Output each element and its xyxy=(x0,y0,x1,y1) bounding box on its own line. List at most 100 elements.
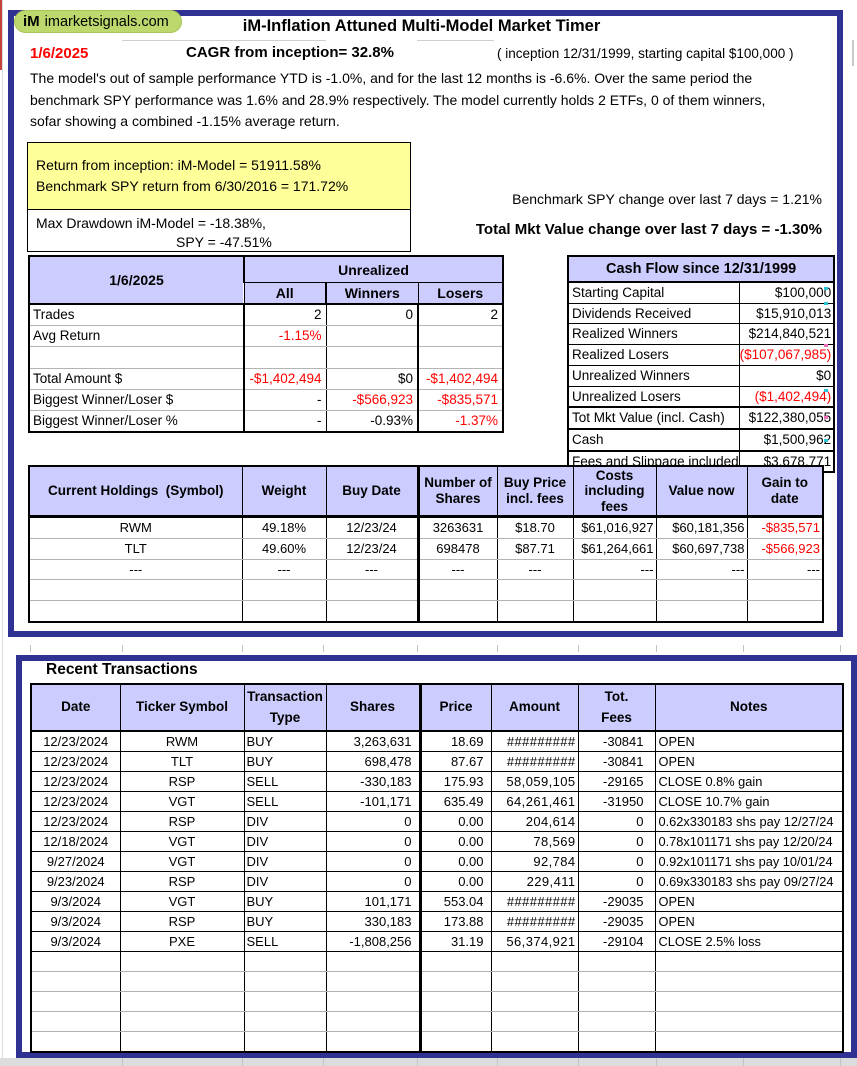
cell xyxy=(418,1031,491,1052)
cell: 9/23/2024 xyxy=(30,871,120,892)
cell: 0.00 xyxy=(418,871,491,892)
cell xyxy=(325,579,418,602)
cell: 9/3/2024 xyxy=(30,891,120,912)
cell: Trades xyxy=(28,304,244,327)
cell: RSP xyxy=(119,871,244,892)
cell xyxy=(416,579,497,602)
site-logo[interactable]: iM imarketsignals.com xyxy=(14,10,182,33)
transactions-title: Recent Transactions xyxy=(46,661,198,678)
header-cell: All xyxy=(243,282,327,305)
cell: $60,697,738 xyxy=(655,538,747,560)
cell: SELL xyxy=(243,791,326,812)
gridline-tick xyxy=(417,1058,418,1066)
model-return-line: Return from inception: iM-Model = 51911.… xyxy=(36,157,321,173)
cell: 3,263,631 xyxy=(325,731,420,752)
cagr-summary: CAGR from inception= 32.8% xyxy=(186,44,394,61)
cell xyxy=(746,600,823,622)
cell xyxy=(30,1011,120,1032)
cell: -101,171 xyxy=(325,791,420,812)
header-cell: Buy Price incl. fees xyxy=(496,466,573,518)
table-row: 9/23/2024 RSP DIV 0 0.00 229,411 0 0.69x330183 … xyxy=(30,871,843,892)
table-row: 12/23/2024 RWM BUY 3,263,631 18.69 ######### -… xyxy=(30,731,843,752)
cell: ######### xyxy=(490,751,578,772)
cell-edge-mark xyxy=(824,439,828,442)
cell: 698478 xyxy=(416,538,497,560)
cell xyxy=(654,1031,843,1052)
table-row xyxy=(30,1011,843,1032)
bottom-gridline-strip xyxy=(0,1058,857,1066)
gridline-tick xyxy=(840,1058,841,1066)
cell: 9/27/2024 xyxy=(30,851,120,872)
header-cell: Weight xyxy=(241,466,326,518)
table-row: 9/3/2024 RSP BUY 330,183 173.88 ######### -290… xyxy=(30,911,843,932)
holdings-table-body: RWM 49.18% 12/23/24 3263631 $18.70 $61,016,92… xyxy=(28,516,823,622)
transactions-header-row: Date Ticker Symbol Transaction Type Shares P… xyxy=(30,684,843,732)
cell: -$1,402,494 xyxy=(243,368,326,390)
cell xyxy=(119,951,244,972)
table-row: 12/23/2024 RSP SELL -330,183 175.93 58,059,10… xyxy=(30,771,843,792)
benchmark-return-line: Benchmark SPY return from 6/30/2016 = 17… xyxy=(36,178,349,194)
cell: 49.18% xyxy=(241,516,326,539)
cell: --- xyxy=(655,559,747,581)
cell xyxy=(417,325,503,348)
table-row: Realized Winners $214,840,521 xyxy=(567,323,835,346)
table-row: 9/27/2024 VGT DIV 0 0.00 92,784 0 0.92x101171 s… xyxy=(30,851,843,872)
cell: 58,059,105 xyxy=(490,771,578,792)
performance-summary: The model's out of sample performance YT… xyxy=(30,68,830,133)
cell xyxy=(243,1031,326,1052)
cell xyxy=(577,991,655,1012)
table-row: Avg Return -1.15% xyxy=(28,325,503,348)
cell: $0 xyxy=(325,368,418,390)
cell: -30841 xyxy=(577,731,655,752)
cell: 0.92x101171 shs pay 10/01/24 xyxy=(654,851,843,872)
cell: CLOSE 0.8% gain xyxy=(654,771,843,792)
table-row xyxy=(30,971,843,992)
cell xyxy=(325,1031,420,1052)
cell xyxy=(746,579,823,602)
table-row xyxy=(30,1031,843,1052)
cell: -29104 xyxy=(577,931,655,952)
cell: 635.49 xyxy=(418,791,491,812)
cell xyxy=(496,600,573,622)
header-cell: Current Holdings (Symbol) xyxy=(28,466,242,518)
cell xyxy=(490,991,578,1012)
header-cell: Losers xyxy=(417,282,504,305)
cell: --- xyxy=(572,559,656,581)
cell xyxy=(577,971,655,992)
unrealized-table-body: Trades 2 0 2 Avg Return -1.15% Total Amount $ -… xyxy=(28,304,503,433)
cell xyxy=(490,971,578,992)
cell: Dividends Received xyxy=(567,303,740,325)
cell: 3263631 xyxy=(416,516,497,539)
cell: VGT xyxy=(119,831,244,852)
cell-underline xyxy=(417,40,494,41)
table-row: Dividends Received $15,910,013 xyxy=(567,303,835,325)
cell: --- xyxy=(325,559,418,581)
header-cell: Costs including fees xyxy=(572,466,656,518)
cell: 0.00 xyxy=(418,811,491,832)
cell: BUY xyxy=(243,731,326,752)
gridline-tick xyxy=(323,1058,324,1066)
cash-flow-title: Cash Flow since 12/31/1999 xyxy=(568,256,835,283)
cell: OPEN xyxy=(654,731,843,752)
cell: 175.93 xyxy=(418,771,491,792)
cell: 0 xyxy=(577,871,655,892)
table-row: Cash $1,500,962 xyxy=(567,427,835,452)
inception-returns-box: Return from inception: iM-Model = 51911.… xyxy=(27,142,411,210)
cell: 0.69x330183 shs pay 09/27/24 xyxy=(654,871,843,892)
cell: 12/18/2024 xyxy=(30,831,120,852)
cell: 0 xyxy=(325,831,420,852)
unrealized-group-header: Unrealized xyxy=(243,255,504,283)
cell-edge-mark xyxy=(824,389,828,392)
table-row: Unrealized Losers ($1,402,494) xyxy=(567,386,835,408)
cell: 64,261,461 xyxy=(490,791,578,812)
cell xyxy=(243,951,326,972)
cell: -$1,402,494 xyxy=(417,368,503,390)
cell: 12/23/2024 xyxy=(30,811,120,832)
logo-text: imarketsignals.com xyxy=(44,13,169,30)
cell: RSP xyxy=(119,771,244,792)
header-cell: Transaction Type xyxy=(243,684,326,732)
cell: PXE xyxy=(119,931,244,952)
cell: -29035 xyxy=(577,891,655,912)
cell: $15,910,013 xyxy=(738,303,835,325)
